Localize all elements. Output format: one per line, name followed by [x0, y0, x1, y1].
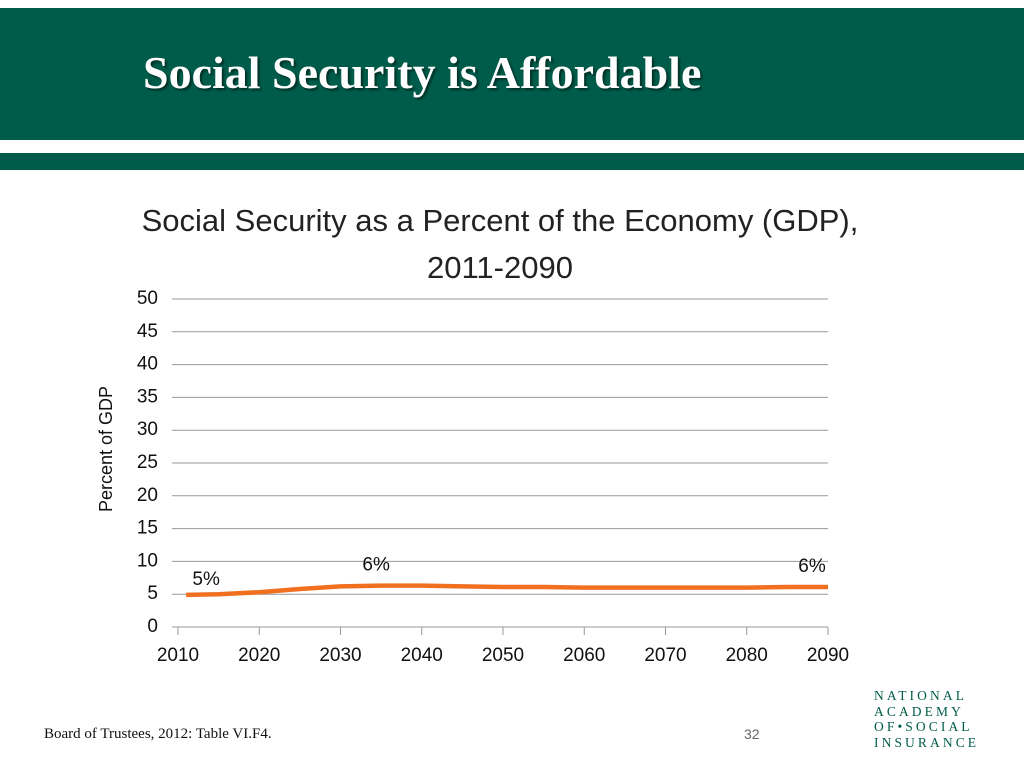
y-tick-label: 50	[137, 288, 158, 309]
logo: NATIONAL ACADEMY OF•SOCIAL INSURANCE	[874, 688, 979, 750]
x-tick-label: 2060	[563, 645, 605, 666]
x-tick-label: 2090	[807, 645, 849, 666]
logo-line: OF•SOCIAL	[874, 719, 973, 734]
y-tick-label: 10	[137, 550, 158, 571]
header-stripe	[0, 153, 1024, 170]
y-tick-label: 45	[137, 321, 158, 342]
x-tick-label: 2050	[482, 645, 524, 666]
data-label: 6%	[798, 556, 826, 577]
chart-title: Social Security as a Percent of the Econ…	[141, 203, 859, 285]
x-tick-label: 2030	[319, 645, 361, 666]
data-line	[186, 583, 828, 598]
x-tick-label: 2010	[157, 645, 199, 666]
x-tick-label: 2080	[726, 645, 768, 666]
data-label: 6%	[362, 555, 390, 576]
y-tick-label: 35	[137, 386, 158, 407]
slide-title: Social Security is Affordable	[143, 47, 702, 98]
y-tick-label: 20	[137, 485, 158, 506]
x-tick-label: 2040	[401, 645, 443, 666]
source-note: Board of Trustees, 2012: Table VI.F4.	[44, 726, 272, 742]
y-tick-label: 25	[137, 452, 158, 473]
y-tick-label: 15	[137, 518, 158, 539]
data-label: 5%	[192, 569, 220, 590]
y-tick-label: 0	[147, 616, 158, 637]
x-tick-label: 2020	[238, 645, 280, 666]
y-axis-label: Percent of GDP	[96, 386, 116, 512]
logo-line: ACADEMY	[874, 703, 964, 719]
logo-line: NATIONAL	[874, 688, 968, 703]
page-number: 32	[744, 726, 760, 742]
y-tick-label: 5	[147, 583, 158, 604]
y-tick-label: 30	[137, 419, 158, 440]
logo-line: INSURANCE	[874, 734, 980, 750]
y-tick-label: 40	[137, 354, 158, 375]
x-tick-label: 2070	[644, 645, 686, 666]
header-band	[0, 8, 1024, 140]
